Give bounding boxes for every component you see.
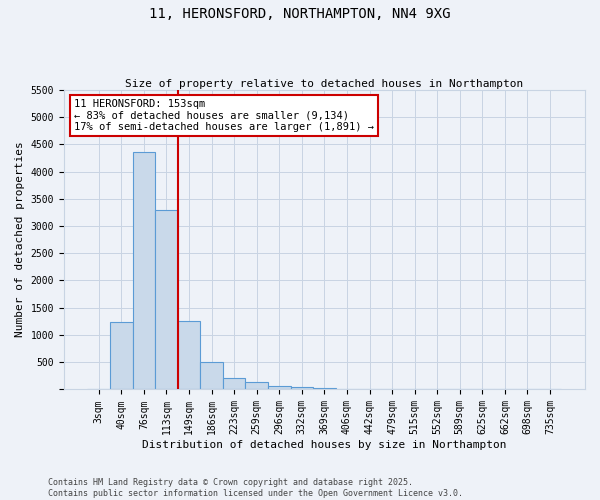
Text: 11 HERONSFORD: 153sqm
← 83% of detached houses are smaller (9,134)
17% of semi-d: 11 HERONSFORD: 153sqm ← 83% of detached … (74, 99, 374, 132)
Title: Size of property relative to detached houses in Northampton: Size of property relative to detached ho… (125, 79, 524, 89)
Y-axis label: Number of detached properties: Number of detached properties (15, 142, 25, 338)
Bar (268, 386, 290, 390)
Bar (245, 382, 268, 390)
Text: Contains HM Land Registry data © Crown copyright and database right 2025.
Contai: Contains HM Land Registry data © Crown c… (48, 478, 463, 498)
Bar (200, 362, 223, 390)
X-axis label: Distribution of detached houses by size in Northampton: Distribution of detached houses by size … (142, 440, 506, 450)
Bar (110, 322, 133, 390)
Bar (290, 386, 313, 390)
Bar (155, 210, 178, 390)
Bar (313, 388, 335, 390)
Text: 11, HERONSFORD, NORTHAMPTON, NN4 9XG: 11, HERONSFORD, NORTHAMPTON, NN4 9XG (149, 8, 451, 22)
Bar (223, 378, 245, 390)
Bar (178, 322, 200, 390)
Bar (133, 152, 155, 390)
